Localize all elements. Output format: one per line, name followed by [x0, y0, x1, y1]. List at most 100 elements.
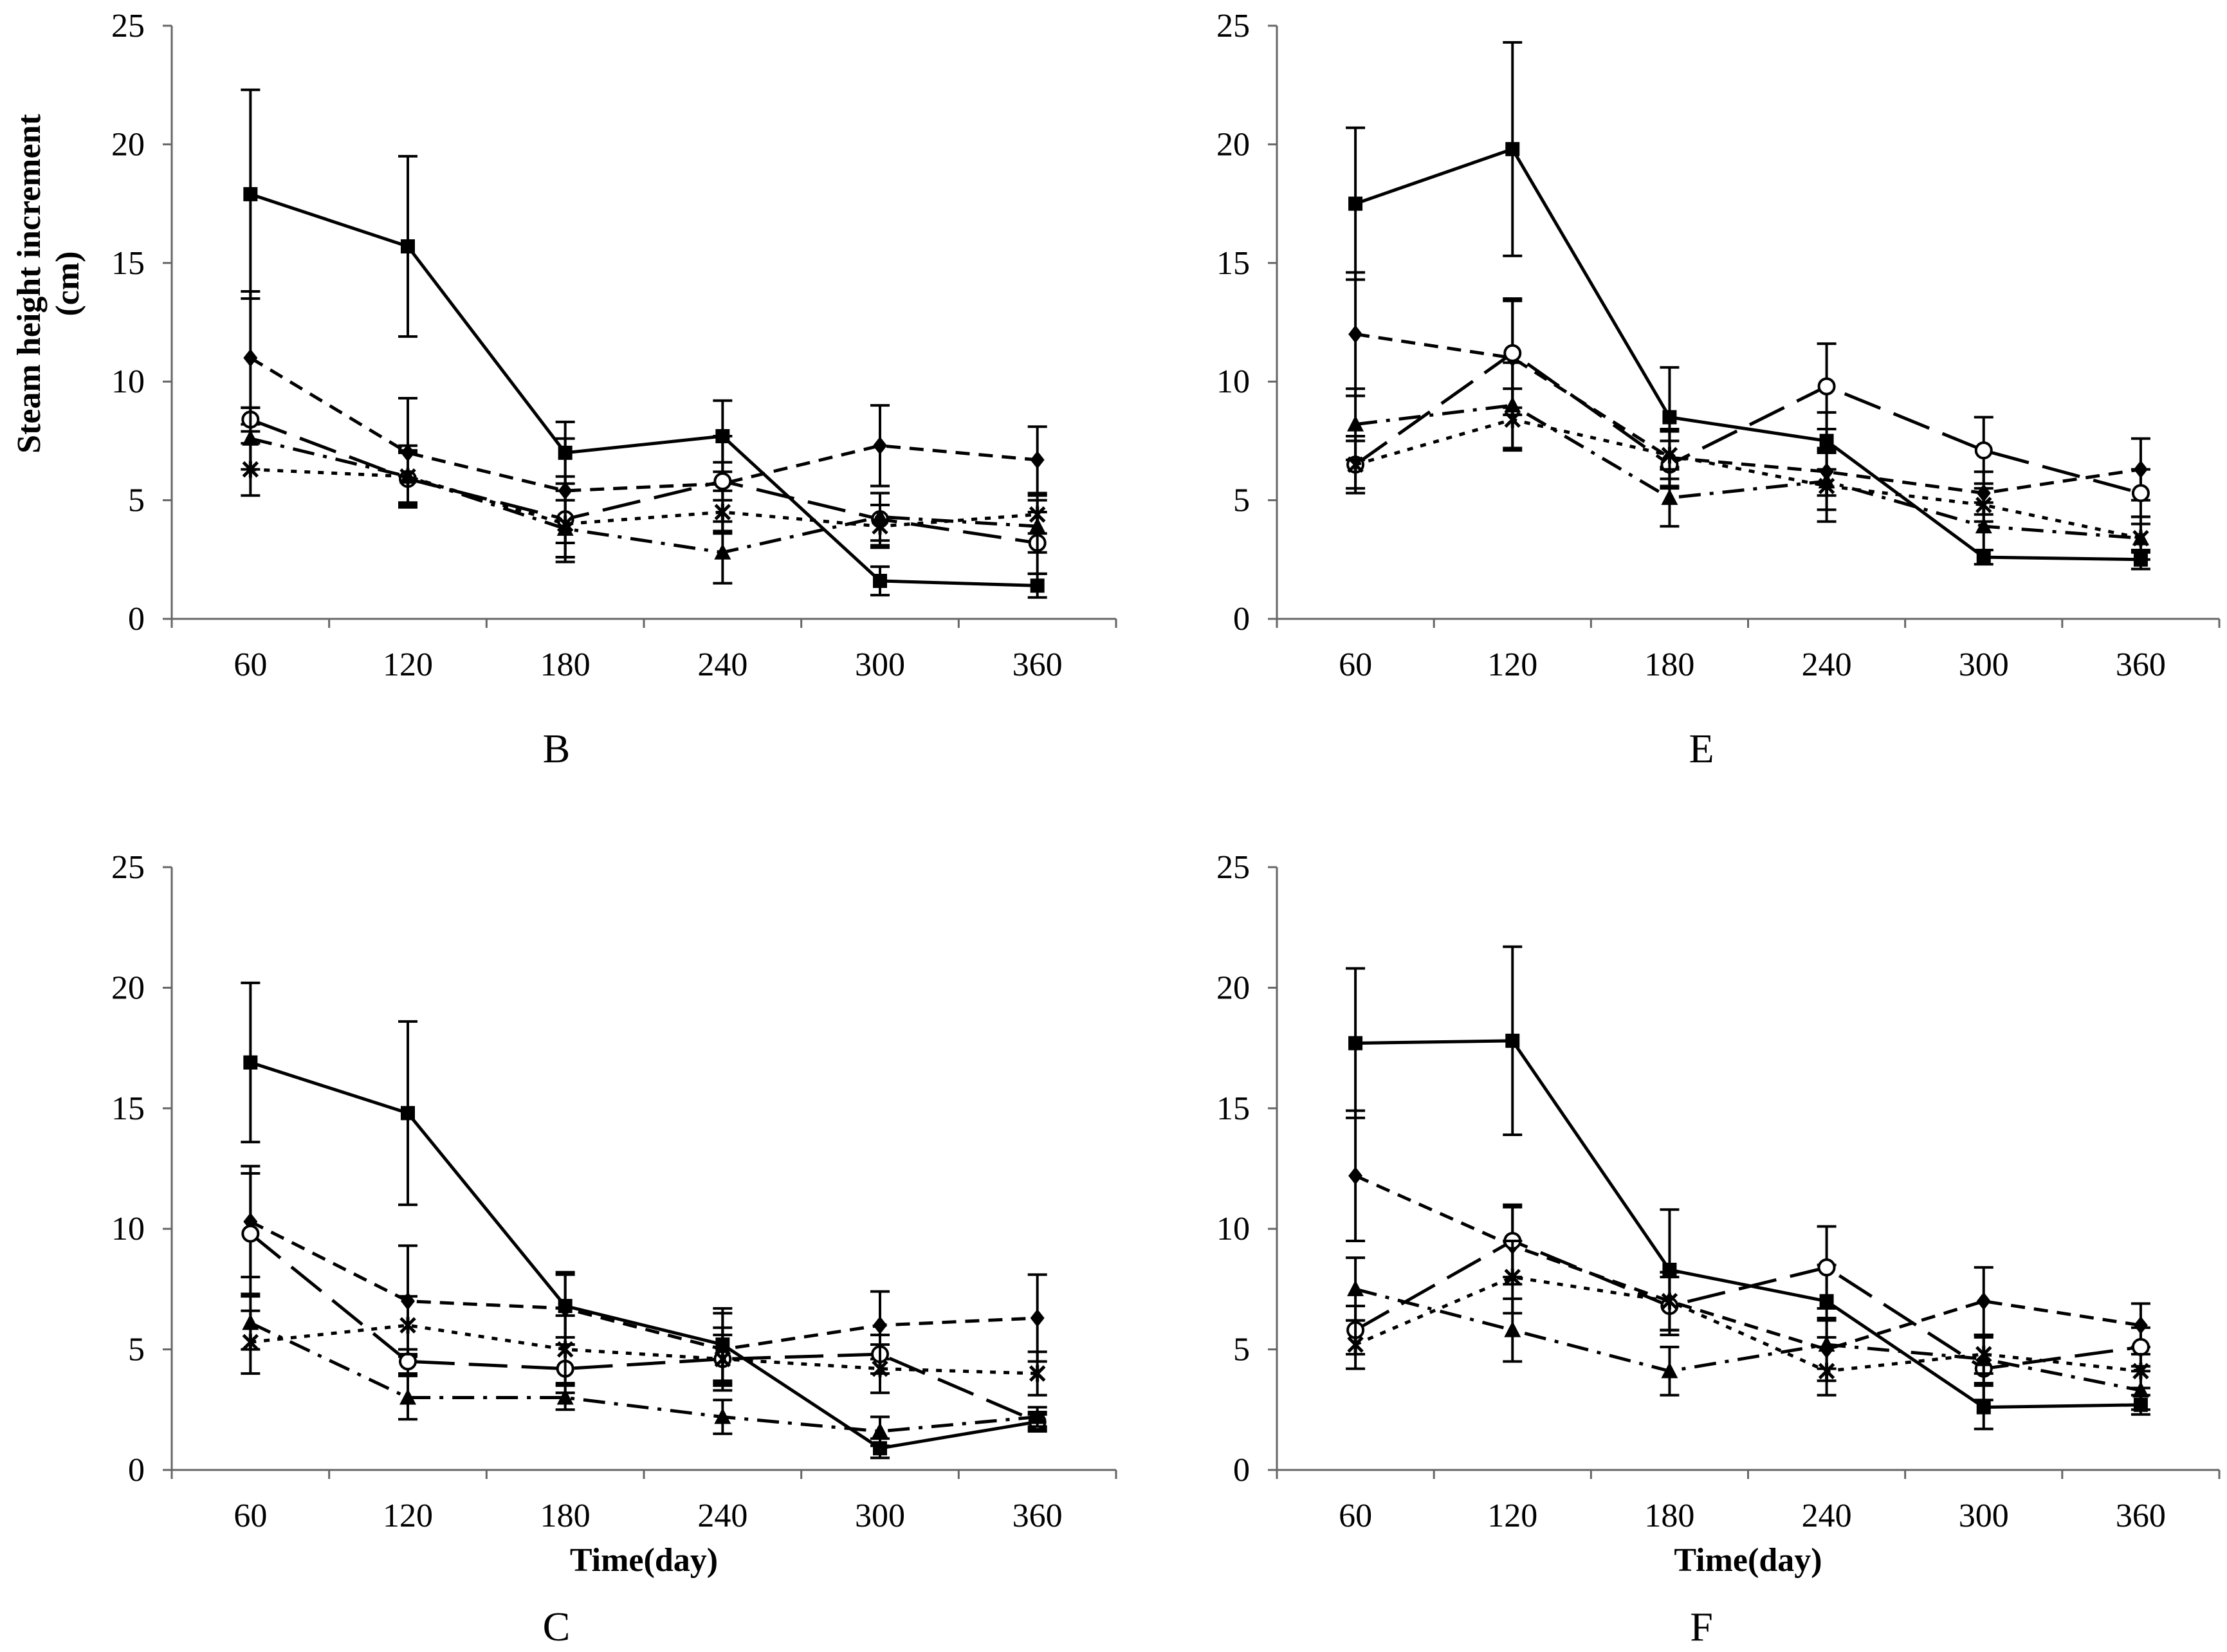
panel-e-series-5-line: [1355, 418, 2141, 540]
chart-panel-c: 0 5 10 15 20 25 60 120 180 240 300 360 Time(day) C: [111, 849, 1117, 1649]
panel-f-series-5-point: [1818, 1363, 1835, 1380]
panel-f-series-5-point: [1661, 1292, 1678, 1310]
panel-e-series-2-line: [1355, 332, 2141, 495]
panel-b-y-axis-title-line2: (cm): [50, 251, 86, 316]
panel-e-series-4-point: [1975, 517, 1992, 534]
panel-b-series-2-point: [243, 349, 258, 367]
panel-e-x-tick-label: 180: [1644, 647, 1694, 683]
panel-b-series-1-line: [250, 192, 1038, 587]
panel-e-series-1-line: [1355, 147, 2141, 562]
panel-c-x-tick-label: 360: [1013, 1498, 1063, 1534]
panel-c-x-tick-label: 60: [234, 1498, 267, 1534]
panel-b-series-4-point: [242, 429, 259, 446]
panel-f-series-1-point: [1976, 1400, 1991, 1415]
panel-c-series-5-line: [250, 1323, 1038, 1375]
panel-f-series-4-point: [1661, 1362, 1678, 1379]
panel-b-series-5-point: [556, 515, 574, 533]
chart-panel-f: 0 5 10 15 20 25 60 120 180 240 300 360 Time(day) F: [1216, 849, 2221, 1649]
panel-e-series-1-point: [1976, 550, 1991, 565]
panel-b-label: B: [543, 726, 571, 771]
panel-e-x-tick-label: 120: [1487, 647, 1537, 683]
panel-b-x-tick-label: 60: [234, 647, 267, 683]
panel-e-series-3-point: [1974, 441, 1993, 460]
panel-f-series-5-point: [2132, 1363, 2149, 1380]
panel-c-series-5-point: [242, 1334, 259, 1351]
panel-b-series-2-point: [1030, 450, 1045, 469]
panel-e-label: E: [1689, 726, 1714, 771]
panel-f-series-4-line: [1355, 1287, 2141, 1392]
panel-f-series-3-point: [2131, 1337, 2150, 1356]
panel-c-series-5: [241, 1295, 1047, 1397]
panel-b-y-tick-label: 15: [111, 245, 145, 282]
panel-b-y-tick-label: 5: [128, 482, 145, 519]
panel-f-label: F: [1690, 1604, 1713, 1649]
panel-c-series-1-line: [250, 1061, 1038, 1450]
panel-c-series-2-line: [250, 1220, 1038, 1352]
panel-b-series-1-point: [873, 573, 887, 588]
panel-e-series-3-point: [1503, 344, 1522, 362]
panel-f-x-tick-label: 360: [2116, 1498, 2166, 1534]
panel-f-y-tick-label: 15: [1216, 1090, 1250, 1127]
panel-e-series-1-point: [1662, 410, 1677, 425]
panel-b-series-4-point: [714, 543, 731, 560]
panel-c-series-5-point: [714, 1350, 731, 1368]
panel-e-y-tick-label: 25: [1216, 8, 1250, 44]
panel-f-series-2-line: [1355, 1174, 2141, 1352]
panel-c-y-tick-label: 5: [128, 1332, 145, 1368]
panel-b-x-tick-label: 180: [540, 647, 591, 683]
panel-b-y-tick-label: 25: [111, 8, 145, 44]
panel-f-series-1-point: [1505, 1033, 1520, 1048]
panel-f-y-tick-label: 0: [1233, 1452, 1250, 1489]
panel-c-series-1-point: [401, 1106, 415, 1121]
panel-e-series-5-point: [1818, 477, 1835, 495]
panel-e-series-1-point: [1505, 142, 1520, 156]
panel-b-series-2-line: [250, 356, 1038, 493]
panel-f-series-4-point: [1347, 1280, 1364, 1296]
panel-e-x-tick-label: 360: [2116, 647, 2166, 683]
panel-f-x-tick-label: 240: [1802, 1498, 1852, 1534]
panel-f-x-tick-label: 180: [1644, 1498, 1694, 1534]
panel-c-y-tick-label: 10: [111, 1211, 145, 1247]
panel-e-series-5-point: [1504, 411, 1521, 428]
panel-f-y-tick-label: 20: [1216, 969, 1250, 1006]
panel-c-series-1-point: [243, 1055, 258, 1070]
panel-b-series-5-point: [714, 504, 731, 521]
panel-c-series-4: [241, 1295, 1047, 1447]
panel-b-series-4-line: [250, 437, 1038, 555]
panel-e-y-tick-label: 5: [1233, 482, 1250, 519]
panel-e-series-5-point: [1975, 496, 1992, 513]
panel-e-x-tick-label: 60: [1339, 647, 1372, 683]
panel-b-series-5-point: [399, 468, 416, 485]
panel-c-x-axis-title: Time(day): [570, 1542, 718, 1579]
panel-e-series-5: [1346, 387, 2150, 554]
panel-b-x-tick-label: 300: [855, 647, 905, 683]
panel-f-x-tick-label: 60: [1339, 1498, 1372, 1534]
panel-f-x-tick-label: 120: [1487, 1498, 1537, 1534]
panel-e-series-3-point: [2131, 484, 2150, 502]
panel-e-series-4-line: [1355, 403, 2141, 540]
panel-e-series-3-point: [1817, 377, 1836, 396]
panel-f-series-2-point: [1976, 1292, 1991, 1310]
panel-f-series-5-point: [1504, 1269, 1521, 1286]
panel-e-series-5-point: [1661, 446, 1678, 464]
panel-b-x-tick-label: 240: [697, 647, 747, 683]
panel-c-series-4-point: [556, 1388, 574, 1405]
panel-f-y-tick-label: 5: [1233, 1332, 1250, 1368]
panel-b-y-tick-label: 20: [111, 126, 145, 163]
panel-c-series-5-point: [872, 1360, 888, 1377]
panel-f-series-5-point: [1975, 1346, 1992, 1363]
panel-b-series-5-point: [1029, 506, 1046, 523]
panel-b-series-5-point: [872, 518, 888, 535]
panel-e-series-4-point: [1347, 415, 1364, 432]
panel-c-series-2-point: [1030, 1308, 1045, 1327]
panel-c-y-tick-label: 25: [111, 849, 145, 886]
panel-e-series-2-point: [1348, 325, 1363, 344]
panel-e-series-5-point: [1347, 456, 1364, 473]
panel-b-y-tick-label: 10: [111, 363, 145, 400]
panel-c-series-4-point: [1029, 1408, 1046, 1424]
panel-c-label: C: [543, 1604, 571, 1649]
panel-f-series-4-point: [2132, 1381, 2149, 1398]
chart-panel-b: 0 5 10 15 20 25 60 120 180 240 300 360 Steam height …: [11, 8, 1117, 771]
